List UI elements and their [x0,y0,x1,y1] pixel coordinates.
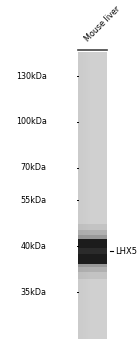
Bar [86,51,87,340]
Bar [79,51,107,340]
Text: 40kDa: 40kDa [21,242,47,251]
Bar [80,51,81,340]
Text: 35kDa: 35kDa [21,288,47,296]
Text: 100kDa: 100kDa [16,118,47,126]
Text: 55kDa: 55kDa [21,196,47,205]
Bar [79,239,107,264]
Bar [79,51,80,340]
Text: 130kDa: 130kDa [16,72,47,80]
Text: 70kDa: 70kDa [21,163,47,172]
Bar [79,248,107,254]
Bar [79,230,107,272]
Bar [79,235,107,267]
Text: Mouse liver: Mouse liver [83,5,122,43]
Bar [79,224,107,279]
Bar [84,51,86,340]
Bar [88,51,90,340]
Bar [83,51,84,340]
Bar [87,51,88,340]
Text: LHX5: LHX5 [115,247,137,256]
Bar [81,51,83,340]
